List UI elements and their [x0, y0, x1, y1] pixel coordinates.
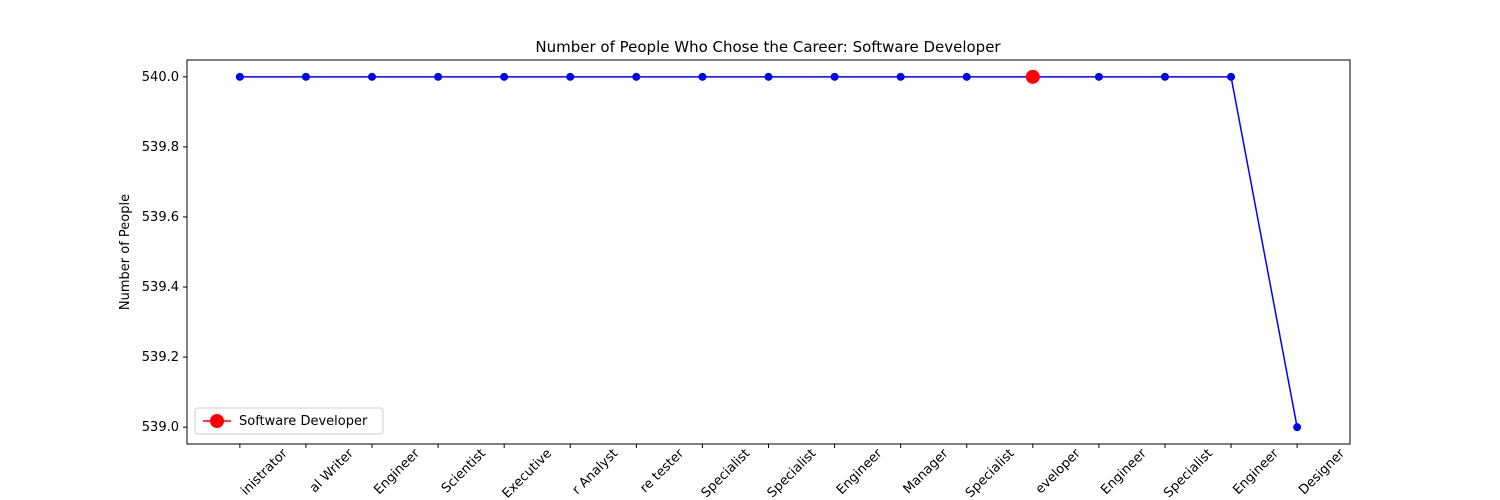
data-point [566, 72, 575, 81]
x-tick-label: Specialist [765, 446, 820, 500]
legend-marker [210, 414, 224, 428]
data-point [698, 72, 707, 81]
y-tick-label: 539.6 [142, 210, 179, 225]
data-point [500, 72, 509, 81]
plot-area [186, 59, 1351, 445]
x-tick-label: r Analyst [570, 446, 621, 497]
highlight-point [1025, 69, 1040, 84]
y-tick-label: 539.8 [142, 140, 179, 155]
x-tick-label: Scientist [439, 446, 489, 496]
data-point [1160, 72, 1169, 81]
legend-box [194, 407, 384, 435]
data-point [301, 72, 310, 81]
data-point [368, 72, 377, 81]
x-tick-label: Executive [500, 446, 555, 500]
y-tick-label: 539.4 [142, 280, 179, 295]
data-point [235, 72, 244, 81]
x-tick-label: re tester [637, 446, 687, 496]
data-point [1293, 423, 1302, 432]
x-tick-label: Engineer [1230, 446, 1282, 498]
data-point [896, 72, 905, 81]
data-point [1094, 72, 1103, 81]
x-tick-label: Specialist [1161, 446, 1216, 500]
x-tick-label: Manager [901, 446, 952, 497]
y-axis-label: Number of People [118, 194, 133, 310]
x-tick-label: inistrator [238, 446, 291, 499]
x-tick-label: Engineer [371, 446, 423, 498]
y-tick-label: 539.0 [142, 420, 179, 435]
x-tick-label: eveloper [1033, 446, 1084, 497]
x-tick-label: Engineer [834, 446, 886, 498]
data-point [764, 72, 773, 81]
x-tick-label: al Writer [307, 446, 357, 496]
y-tick-label: 539.2 [142, 350, 179, 365]
data-line [239, 76, 1298, 428]
chart-title: Number of People Who Chose the Career: S… [535, 38, 1001, 56]
data-point [830, 72, 839, 81]
data-point [434, 72, 443, 81]
y-tick-label: 540.0 [142, 70, 179, 85]
x-tick-label: Engineer [1098, 446, 1150, 498]
legend-label: Software Developer [239, 414, 368, 429]
data-point [632, 72, 641, 81]
data-point [1227, 72, 1236, 81]
data-point [962, 72, 971, 81]
x-tick-label: Specialist [963, 446, 1018, 500]
x-tick-label: Specialist [699, 446, 754, 500]
legend: Software Developer [194, 407, 384, 435]
x-tick-label: Designer [1296, 446, 1348, 498]
